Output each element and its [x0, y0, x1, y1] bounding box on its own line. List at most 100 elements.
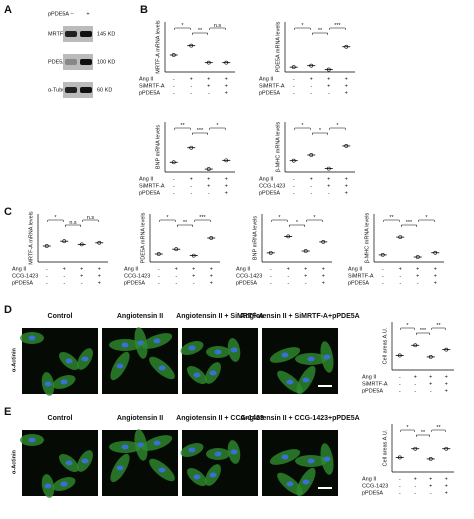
significance: n.s: [87, 215, 95, 221]
sign: -: [293, 83, 295, 89]
sign: -: [46, 273, 48, 279]
sign: +: [345, 90, 348, 96]
sign: -: [173, 90, 175, 96]
nucleus: [281, 454, 289, 460]
nucleus: [60, 379, 68, 385]
nucleus: [214, 451, 222, 457]
blot-band: [65, 87, 77, 93]
nucleus: [286, 481, 294, 487]
sign: -: [175, 273, 177, 279]
bracket: [329, 127, 346, 130]
sign: +: [190, 176, 193, 182]
sign: +: [416, 266, 419, 272]
significance: **: [436, 323, 441, 329]
data-point: [413, 446, 418, 451]
sign: +: [429, 483, 432, 489]
sign: +: [322, 273, 325, 279]
bracket: [383, 219, 400, 222]
nucleus: [65, 460, 73, 466]
data-point: [291, 158, 296, 163]
data-point: [428, 457, 433, 461]
significance: *: [313, 215, 316, 221]
sign: -: [382, 280, 384, 286]
significance: ***: [420, 328, 427, 334]
significance: **: [318, 28, 323, 34]
sign: -: [190, 90, 192, 96]
nucleus: [153, 440, 161, 446]
data-point: [189, 145, 194, 150]
row-label: Ang II: [139, 176, 154, 182]
sign: -: [399, 476, 401, 482]
bracket: [416, 434, 430, 437]
sign: -: [173, 183, 175, 189]
sign: +: [98, 273, 101, 279]
nucleus: [121, 444, 129, 450]
bracket: [174, 127, 191, 130]
data-point: [44, 244, 49, 248]
treatment-label: pPDE5A: [48, 11, 69, 17]
sign: -: [81, 280, 83, 286]
nucleus: [158, 365, 166, 371]
data-point: [62, 239, 67, 244]
sign: -: [399, 388, 401, 394]
nucleus: [209, 370, 217, 376]
row-label: pPDE5A: [139, 90, 160, 96]
significance: *: [216, 123, 219, 129]
sign: +: [207, 176, 210, 182]
condition-label: Angiotensin II + CCG-1423: [176, 415, 264, 422]
y-axis-label: PDE5A mRNA levels: [275, 21, 281, 72]
sign: +: [207, 76, 210, 82]
data-point: [171, 160, 176, 165]
bracket: [47, 219, 64, 222]
sign: -: [63, 273, 65, 279]
band-name: MRTF-A: [48, 31, 69, 37]
data-point: [303, 249, 308, 253]
data-point: [156, 252, 161, 256]
sign: -: [158, 280, 160, 286]
sign: -: [173, 83, 175, 89]
bracket: [192, 132, 208, 135]
sign: -: [293, 90, 295, 96]
bracket: [159, 219, 176, 222]
sign: +: [192, 273, 195, 279]
bracket: [312, 32, 328, 35]
sign: +: [225, 183, 228, 189]
sign: -: [414, 483, 416, 489]
data-point: [321, 239, 326, 244]
sign: +: [327, 183, 330, 189]
bracket: [418, 219, 435, 222]
row-label: SiMRTF-A: [259, 83, 285, 89]
sign: -: [293, 190, 295, 196]
sign: +: [190, 76, 193, 82]
nucleus: [281, 352, 289, 358]
significance: **: [436, 425, 441, 431]
nucleus: [65, 358, 73, 364]
data-point: [415, 255, 420, 259]
data-point: [191, 253, 196, 258]
row-label: pPDE5A: [259, 90, 280, 96]
sign: -: [417, 280, 419, 286]
nucleus: [286, 379, 294, 385]
bracket: [400, 327, 415, 330]
nucleus: [28, 335, 36, 341]
sign: -: [293, 76, 295, 82]
sign: -: [193, 280, 195, 286]
sign: -: [208, 190, 210, 196]
data-point: [97, 240, 102, 245]
sign: -: [293, 176, 295, 182]
significance: n.s: [69, 220, 77, 226]
sign: +: [445, 476, 448, 482]
row-label: CCG-1423: [124, 273, 150, 279]
bracket: [312, 132, 328, 135]
nucleus: [153, 338, 161, 344]
y-axis-label: PDE5A mRNA levels: [140, 212, 146, 263]
sign: +: [98, 266, 101, 272]
sign: +: [86, 11, 89, 17]
significance: ***: [197, 128, 204, 134]
row-label: CCG-1423: [236, 273, 262, 279]
sign: +: [445, 388, 448, 394]
sign: -: [287, 280, 289, 286]
row-label: pPDE5A: [259, 190, 280, 196]
blot: [63, 82, 93, 98]
sign: -: [399, 483, 401, 489]
